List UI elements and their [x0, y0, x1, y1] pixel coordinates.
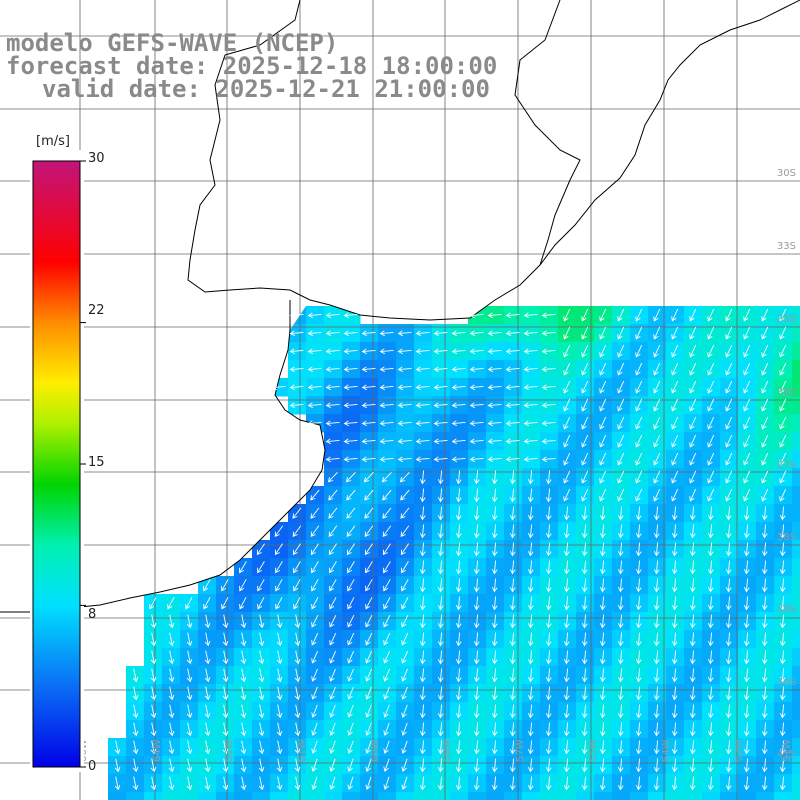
latitude-label: 40S	[777, 677, 796, 688]
colorbar-tick-22: 22	[88, 303, 105, 318]
coastline	[0, 0, 800, 613]
colorbar-tick-0: 0	[88, 759, 97, 774]
latitude-label: 35S	[777, 314, 796, 325]
colorbar-tick-30: 30	[88, 151, 105, 166]
forecast-date: forecast date: 2025-12-18 18:00:00	[6, 52, 498, 80]
longitude-label: 61W	[297, 739, 308, 762]
latitude-label: 39S	[777, 604, 796, 615]
latitude-label: 30S	[777, 168, 796, 179]
longitude-label: 52W	[734, 739, 745, 762]
colorbar-tick-8: 8	[88, 607, 97, 622]
colorbar-unit: [m/s]	[36, 134, 70, 149]
latitude-label: 36S	[777, 387, 796, 398]
longitude-label: 64W	[152, 739, 163, 762]
valid-date: valid date: 2025-12-21 21:00:00	[42, 75, 490, 103]
longitude-label: 58W	[442, 739, 453, 762]
model-title: modelo GEFS-WAVE (NCEP)	[6, 29, 339, 57]
land-north	[0, 0, 800, 320]
longitude-label: 54W	[661, 739, 672, 762]
longitude-label: 55W	[588, 739, 599, 762]
latitude-label: 41S	[777, 749, 796, 760]
longitude-label: 60W	[370, 739, 381, 762]
colorbar	[32, 160, 81, 768]
longitude-label: 51W	[782, 739, 793, 762]
wind-vectors	[114, 308, 787, 791]
colorbar-tick-marks	[80, 160, 86, 768]
latitude-label: 37S	[777, 460, 796, 471]
colorbar-tick-15: 15	[88, 455, 105, 470]
longitude-label: 62W	[224, 739, 235, 762]
latitude-label: 33S	[777, 241, 796, 252]
latitude-label: 38S	[777, 532, 796, 543]
longitude-label: 57W	[515, 739, 526, 762]
latitude-labels: 30S 33S 35S 36S 37S 38S 39S 40S 41S	[777, 168, 796, 760]
